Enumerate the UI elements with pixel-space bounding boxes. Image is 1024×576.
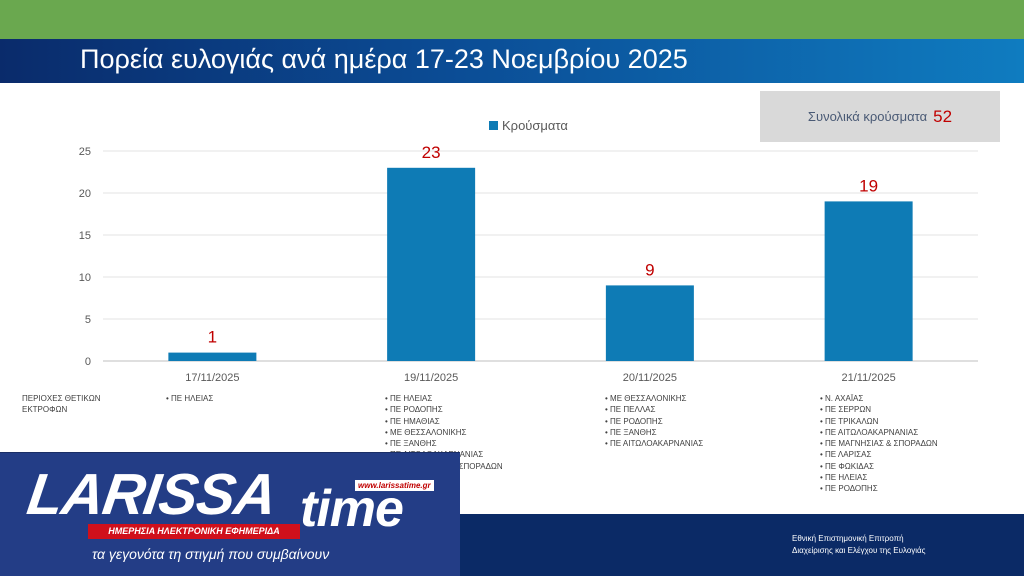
logo-url: www.larissatime.gr	[355, 480, 434, 491]
y-tick-label: 5	[85, 314, 91, 326]
area-item: ΠΕ ΗΜΑΘΙΑΣ	[385, 416, 503, 427]
footer-org-line1: Εθνική Επιστημονική Επιτροπή	[792, 534, 904, 543]
x-tick-label: 17/11/2025	[185, 372, 239, 384]
y-axis: 0 5 10 15 20 25	[79, 146, 91, 368]
area-item: ΠΕ ΣΕΡΡΩΝ	[820, 404, 938, 415]
area-item: ΠΕ ΗΛΕΙΑΣ	[166, 393, 213, 404]
area-item: ΠΕ ΑΙΤΩΛΟΑΚΑΡΝΑΝΙΑΣ	[605, 438, 703, 449]
x-tick-label: 20/11/2025	[623, 372, 677, 384]
data-label: 19	[859, 176, 878, 195]
page-title: Πορεία ευλογιάς ανά ημέρα 17-23 Νοεμβρίο…	[80, 44, 688, 74]
bar-19-11-2025	[387, 167, 476, 361]
area-item: ΠΕ ΡΟΔΟΠΗΣ	[820, 483, 938, 494]
y-tick-label: 10	[79, 272, 91, 284]
area-item: ΠΕ ΤΡΙΚΑΛΩΝ	[820, 416, 938, 427]
areas-label: ΠΕΡΙΟΧΕΣ ΘΕΤΙΚΩΝ ΕΚΤΡΟΦΩΝ	[22, 394, 101, 414]
y-tick-label: 0	[85, 356, 91, 368]
bar-20-11-2025	[605, 285, 694, 361]
y-tick-label: 20	[79, 188, 91, 200]
bar-chart: 0 5 10 15 20 25 1 23 9 19 17/11/2025 19/11/2025 20…	[79, 118, 978, 384]
legend-label: Κρούσματα	[502, 118, 568, 133]
x-tick-label: 19/11/2025	[404, 372, 458, 384]
area-item: ΜΕ ΘΕΣΣΑΛΟΝΙΚΗΣ	[385, 427, 503, 438]
area-item: ΠΕ ΗΛΕΙΑΣ	[820, 472, 938, 483]
total-cases-value: 52	[933, 106, 953, 126]
areas-list-17-11: ΠΕ ΗΛΕΙΑΣ	[166, 393, 213, 404]
logo-word-larissa: LARISSA	[23, 462, 281, 527]
total-cases-box: Συνολικά κρούσματα 52	[760, 91, 1000, 142]
area-item: ΠΕ ΗΛΕΙΑΣ	[385, 393, 503, 404]
area-item: ΠΕ ΦΩΚΙΔΑΣ	[820, 461, 938, 472]
area-item: ΠΕ ΞΑΝΘΗΣ	[385, 438, 503, 449]
area-item: ΠΕ ΛΑΡΙΣΑΣ	[820, 449, 938, 460]
area-item: ΠΕ ΡΟΔΟΠΗΣ	[385, 404, 503, 415]
data-label: 23	[422, 143, 441, 162]
bars	[168, 167, 913, 361]
area-item: Ν. ΑΧΑΪΑΣ	[820, 393, 938, 404]
total-cases-label: Συνολικά κρούσματα	[807, 109, 928, 124]
data-label: 1	[208, 328, 217, 347]
logo-tagline: τα γεγονότα τη στιγμή που συμβαίνουν	[92, 546, 330, 562]
y-tick-label: 15	[79, 230, 91, 242]
legend-swatch	[489, 121, 498, 130]
area-item: ΠΕ ΜΑΓΝΗΣΙΑΣ & ΣΠΟΡΑΔΩΝ	[820, 438, 938, 449]
x-tick-label: 21/11/2025	[842, 372, 896, 384]
area-item: ΠΕ ΡΟΔΟΠΗΣ	[605, 416, 703, 427]
area-item: ΠΕ ΠΕΛΛΑΣ	[605, 404, 703, 415]
top-band	[0, 0, 1024, 39]
area-item: ΠΕ ΞΑΝΘΗΣ	[605, 427, 703, 438]
area-item: ΠΕ ΑΙΤΩΛΟΑΚΑΡΝΑΝΙΑΣ	[820, 427, 938, 438]
areas-list-21-11: Ν. ΑΧΑΪΑΣΠΕ ΣΕΡΡΩΝΠΕ ΤΡΙΚΑΛΩΝΠΕ ΑΙΤΩΛΟΑΚ…	[820, 393, 938, 495]
footer-org-line2: Διαχείρισης και Ελέγχου της Ευλογιάς	[792, 546, 926, 555]
areas-list-20-11: ΜΕ ΘΕΣΣΑΛΟΝΙΚΗΣΠΕ ΠΕΛΛΑΣΠΕ ΡΟΔΟΠΗΣΠΕ ΞΑΝ…	[605, 393, 703, 449]
y-tick-label: 25	[79, 146, 91, 158]
legend: Κρούσματα	[489, 118, 568, 133]
area-item: ΜΕ ΘΕΣΣΑΛΟΝΙΚΗΣ	[605, 393, 703, 404]
footer-org: Εθνική Επιστημονική Επιτροπή Διαχείρισης…	[792, 533, 926, 557]
x-axis: 17/11/2025 19/11/2025 20/11/2025 21/11/2025	[185, 372, 896, 384]
title-band: Πορεία ευλογιάς ανά ημέρα 17-23 Νοεμβρίο…	[0, 39, 1024, 83]
data-label: 9	[645, 260, 654, 279]
bar-21-11-2025	[824, 201, 913, 361]
data-labels: 1 23 9 19	[208, 143, 878, 347]
bar-17-11-2025	[168, 352, 257, 361]
logo-subtitle: ΗΜΕΡΗΣΙΑ ΗΛΕΚΤΡΟΝΙΚΗ ΕΦΗΜΕΡΙΔΑ	[88, 524, 300, 539]
larissatime-logo: LARISSA time www.larissatime.gr ΗΜΕΡΗΣΙΑ…	[0, 452, 460, 576]
